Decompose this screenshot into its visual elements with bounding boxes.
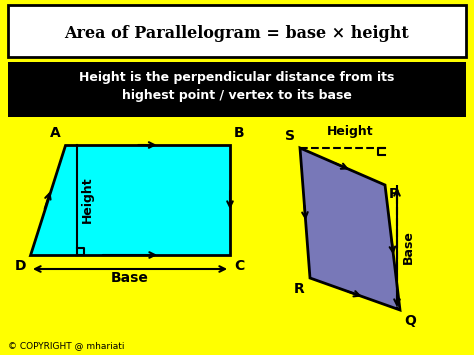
- Text: Height: Height: [327, 125, 374, 138]
- FancyBboxPatch shape: [8, 5, 466, 57]
- Text: P: P: [389, 187, 399, 201]
- FancyBboxPatch shape: [8, 62, 466, 117]
- Text: R: R: [294, 282, 305, 296]
- Text: © COPYRIGHT @ mhariati: © COPYRIGHT @ mhariati: [8, 341, 125, 350]
- Text: Base: Base: [111, 271, 149, 285]
- Text: Height: Height: [81, 177, 93, 223]
- Text: S: S: [285, 129, 295, 143]
- Polygon shape: [300, 148, 400, 310]
- Text: Base: Base: [402, 230, 415, 264]
- Text: C: C: [234, 259, 244, 273]
- Text: Q: Q: [404, 314, 416, 328]
- Text: Area of Parallelogram = base × height: Area of Parallelogram = base × height: [64, 24, 410, 42]
- Text: Height is the perpendicular distance from its: Height is the perpendicular distance fro…: [79, 71, 395, 84]
- Text: A: A: [50, 126, 61, 140]
- Text: B: B: [234, 126, 245, 140]
- Polygon shape: [30, 145, 230, 255]
- Text: highest point / vertex to its base: highest point / vertex to its base: [122, 89, 352, 103]
- Text: D: D: [15, 259, 26, 273]
